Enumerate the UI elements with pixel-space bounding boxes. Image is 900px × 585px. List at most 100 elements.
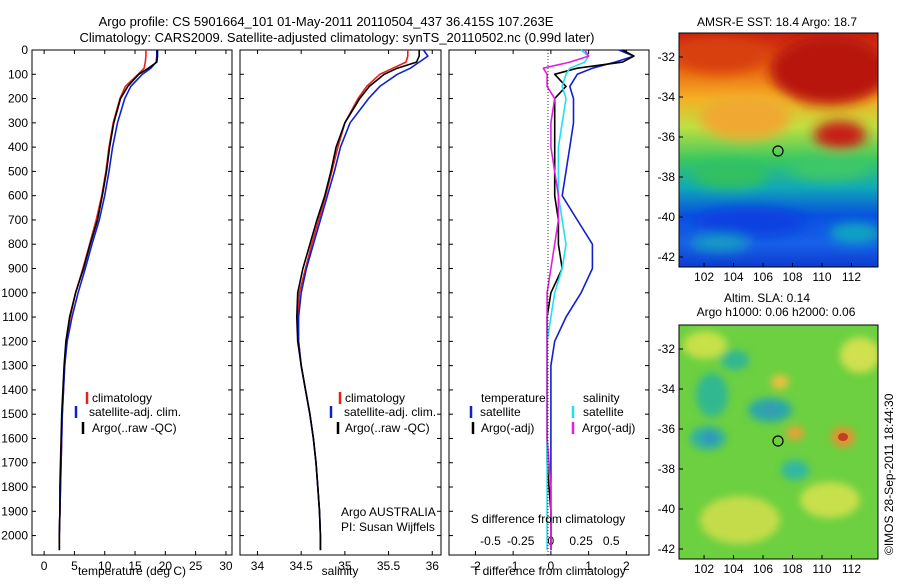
map-x-tick-label: 110 [812,270,831,284]
map-x-tick-label: 104 [724,270,744,284]
temperature-axes [31,49,233,556]
legend-label-salinity-satellite: satellite [583,405,624,419]
sla-orange-patch [786,426,804,440]
map-y-tick-label: -32 [658,50,676,64]
series-line [58,50,159,551]
sla-map-title-1: Altim. SLA: 0.14 [724,291,810,305]
y-tick-label: 0 [21,43,28,57]
sst-warm-patch [679,37,765,73]
difference-axes [448,49,650,556]
map-y-tick-label: -36 [658,422,676,436]
sla-heatmap [679,325,878,559]
top-tick-label: 0.5 [603,534,620,548]
legend-label-climatology: climatology [345,391,405,405]
top-tick-label: -0.25 [507,534,535,548]
y-tick-label: 1700 [1,456,28,470]
series-line [58,50,147,551]
map-x-tick-label: 106 [753,562,773,576]
map-y-tick-label: -42 [658,542,676,556]
sla-blue-patch [762,405,778,415]
sla-teal-patch [696,373,728,417]
legend-label-argo: Argo(..raw -QC) [92,421,177,435]
sla-hot-core [838,433,848,441]
s-difference-title: S difference from climatology [471,512,626,526]
y-tick-label: 1000 [1,286,28,300]
y-tick-label: 1400 [1,383,28,397]
top-tick-label: 0.25 [569,534,593,548]
legend-label-satellite: satellite-adj. clim. [344,405,436,419]
sla-teal-patch [721,350,749,370]
legend-header-salinity: salinity [583,391,620,405]
sst-teal-patch [829,223,878,243]
map-x-tick-label: 102 [694,562,714,576]
temperature-xlabel: temperature (deg C) [78,564,186,578]
sla-teal-patch [781,460,809,480]
x-tick-label: 30 [219,559,233,573]
x-tick-label: 20 [159,559,173,573]
x-tick-label: 10 [98,559,112,573]
sla-yellow-patch [800,482,860,518]
map-y-tick-label: -34 [658,90,676,104]
sst-green-patch [692,161,768,189]
sla-orange-patch [771,375,789,389]
difference-xlabel: T difference from climatology [472,564,626,578]
axis-ticks: 0100200300400500600700800900100011001200… [1,43,649,573]
sla-map-title-2: Argo h1000: 0.06 h2000: 0.06 [697,305,856,319]
x-tick-label: 2 [623,559,630,573]
pi-label: PI: Susan Wijffels [341,520,435,534]
title-line-1: Argo profile: CS 5901664_101 01-May-2011… [99,14,554,29]
y-tick-label: 600 [8,189,28,203]
imos-credit: ©IMOS 28-Sep-2011 18:44:30 [882,393,896,555]
y-tick-label: 200 [8,92,28,106]
salinity-xlabel: salinity [322,564,359,578]
map-x-tick-label: 102 [694,270,714,284]
argo-australia-label: Argo AUSTRALIA [341,505,436,519]
series-line [296,50,420,551]
x-tick-label: 0 [41,559,48,573]
legend-label-climatology: climatology [92,391,152,405]
salinity-axes [239,49,442,556]
temperature-legend: climatology satellite-adj. clim. Argo(..… [74,391,181,435]
legend-label-salinity-argo-adj: Argo(-adj) [582,421,635,435]
sla-blue-patch [703,432,717,444]
x-tick-label: 34.5 [289,559,313,573]
x-tick-label: 15 [128,559,142,573]
map-x-tick-label: 112 [842,270,861,284]
x-tick-label: 5 [71,559,78,573]
x-tick-label: 0 [548,559,555,573]
sla-yellow-patch [683,331,727,359]
map-x-tick-label: 110 [812,562,831,576]
y-tick-label: 800 [8,237,28,251]
sla-map-frame [678,324,879,560]
legend-label-satellite: satellite [480,405,521,419]
map-y-tick-label: -36 [658,130,676,144]
map-x-tick-label: 104 [724,562,744,576]
y-tick-label: 1300 [1,359,28,373]
map-x-tick-label: 108 [782,270,802,284]
sla-yellow-patch [700,496,780,544]
legend-label-argo-adj: Argo(-adj) [481,421,534,435]
series-line [297,49,429,551]
salinity-legend: climatology satellite-adj. clim. Argo(..… [329,391,436,435]
legend-header-temperature: temperature [481,391,546,405]
map-y-tick-label: -42 [658,250,676,264]
difference-legend: temperature salinity satellite Argo(-adj… [469,391,635,435]
sst-argo-marker [772,145,784,157]
legend-label-satellite: satellite-adj. clim. [89,405,181,419]
sst-heatmap [679,33,878,267]
y-tick-label: 1100 [2,310,28,324]
top-tick-label: -0.5 [480,534,501,548]
y-tick-label: 500 [8,164,28,178]
x-tick-label: -2 [470,559,481,573]
sla-yellow-patch [840,337,878,373]
x-tick-label: 34 [251,559,265,573]
map-x-tick-label: 112 [842,562,861,576]
y-tick-label: 2000 [1,529,28,543]
series-line [546,49,590,551]
map-axis-ticks: 102 104 106 108 110 112 -32 -34 -36 -38 -40 -42 102 1… [658,50,862,576]
x-tick-label: 35.5 [377,559,401,573]
series-line [546,49,635,551]
sst-red-patch [814,121,866,149]
sst-map-frame [678,32,879,268]
